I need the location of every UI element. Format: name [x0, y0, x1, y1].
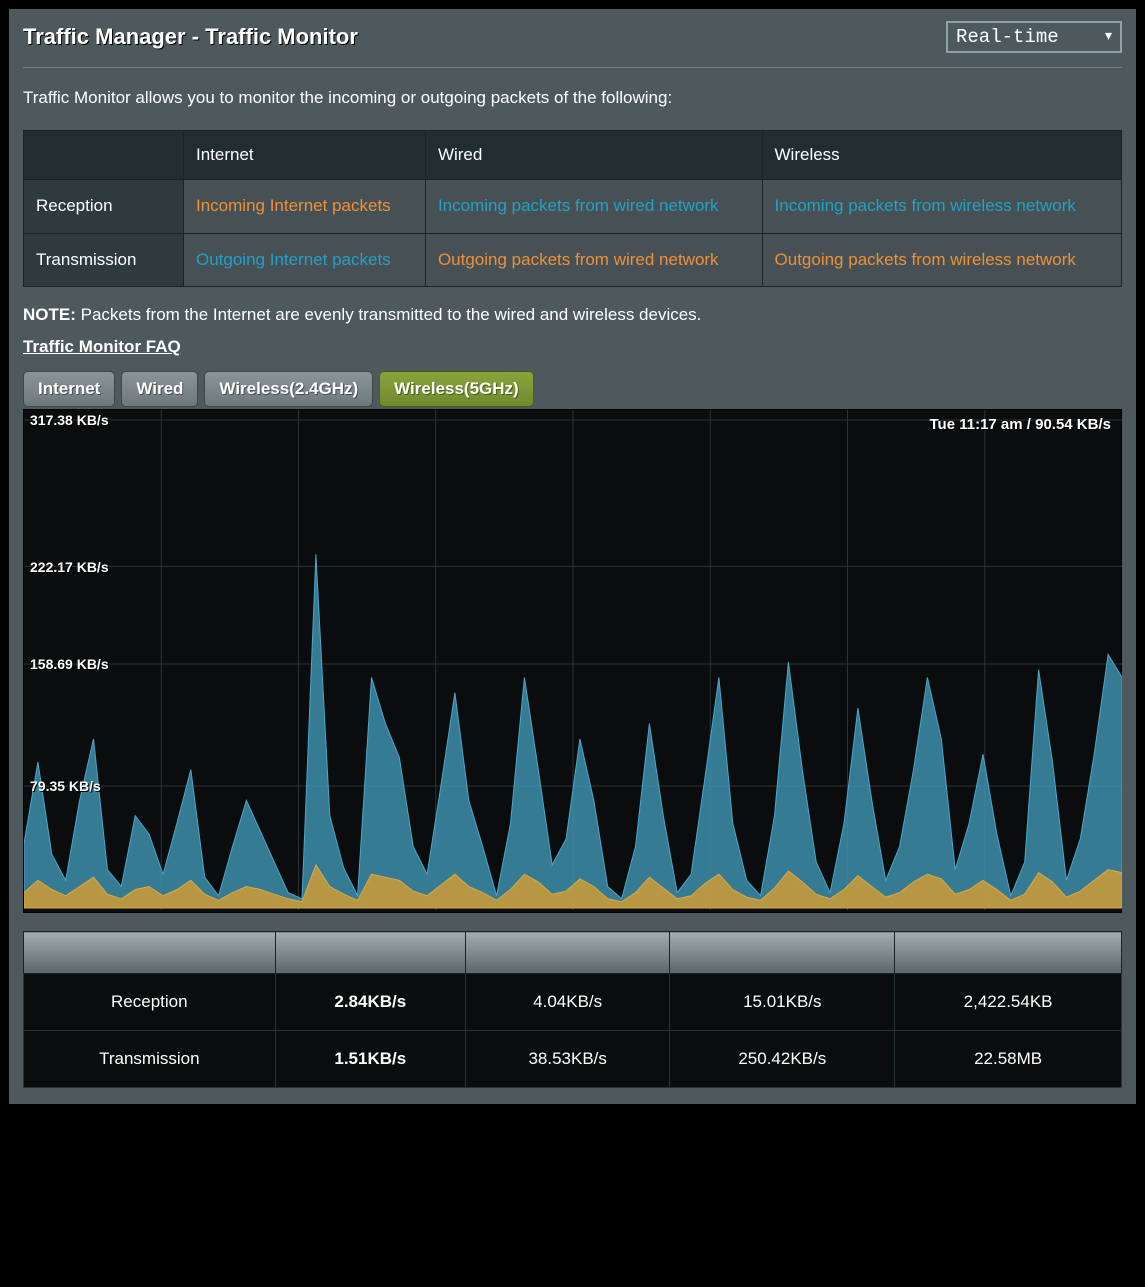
info-cell-link[interactable]: Outgoing packets from wireless network — [775, 250, 1076, 269]
stats-cell: 38.53KB/s — [465, 1031, 670, 1088]
note: NOTE: Packets from the Internet are even… — [23, 305, 1122, 325]
info-row-label: Reception — [24, 180, 184, 234]
info-th-wireless: Wireless — [762, 131, 1121, 180]
tab-wireless-5ghz-[interactable]: Wireless(5GHz) — [379, 371, 534, 407]
traffic-chart — [24, 410, 1122, 910]
info-cell: Outgoing packets from wireless network — [762, 233, 1121, 287]
chart-box: Tue 11:17 am / 90.54 KB/s 317.38 KB/s 222… — [23, 409, 1122, 913]
stats-tbody: Reception2.84KB/s4.04KB/s15.01KB/s2,422.… — [24, 974, 1122, 1088]
traffic-monitor-panel: Traffic Manager - Traffic Monitor Real-t… — [8, 8, 1137, 1105]
info-row-label: Transmission — [24, 233, 184, 287]
stats-row: Reception2.84KB/s4.04KB/s15.01KB/s2,422.… — [24, 974, 1122, 1031]
stats-th — [275, 932, 465, 974]
info-cell: Outgoing packets from wired network — [425, 233, 762, 287]
stats-cell: 4.04KB/s — [465, 974, 670, 1031]
info-cell-link[interactable]: Outgoing packets from wired network — [438, 250, 719, 269]
tab-wireless-2-4ghz-[interactable]: Wireless(2.4GHz) — [204, 371, 373, 407]
stats-table: Reception2.84KB/s4.04KB/s15.01KB/s2,422.… — [23, 931, 1122, 1088]
stats-cell: 2.84KB/s — [275, 974, 465, 1031]
chart-ylabel: 79.35 KB/s — [30, 778, 101, 794]
stats-cell: 1.51KB/s — [275, 1031, 465, 1088]
faq-link[interactable]: Traffic Monitor FAQ — [23, 337, 181, 357]
info-cell-link[interactable]: Incoming packets from wired network — [438, 196, 719, 215]
stats-cell: 15.01KB/s — [670, 974, 895, 1031]
stats-th — [465, 932, 670, 974]
stats-row-label: Reception — [24, 974, 276, 1031]
tab-wired[interactable]: Wired — [121, 371, 198, 407]
stats-header-row — [24, 932, 1122, 974]
info-th-blank — [24, 131, 184, 180]
stats-th — [670, 932, 895, 974]
note-label: NOTE: — [23, 305, 76, 324]
info-tbody: Reception Incoming Internet packets Incomi… — [24, 180, 1122, 287]
info-cell-link[interactable]: Incoming packets from wireless network — [775, 196, 1076, 215]
page-title: Traffic Manager - Traffic Monitor — [23, 24, 358, 50]
header-row: Traffic Manager - Traffic Monitor Real-t… — [23, 21, 1122, 68]
info-cell-link[interactable]: Outgoing Internet packets — [196, 250, 391, 269]
info-cell: Incoming Internet packets — [184, 180, 426, 234]
chart-ylabel: 317.38 KB/s — [30, 412, 109, 428]
intro-text: Traffic Monitor allows you to monitor th… — [23, 88, 1122, 108]
stats-cell: 250.42KB/s — [670, 1031, 895, 1088]
chart-ylabel: 158.69 KB/s — [30, 656, 109, 672]
info-cell: Incoming packets from wired network — [425, 180, 762, 234]
info-th-internet: Internet — [184, 131, 426, 180]
info-table: Internet Wired Wireless Reception Incomin… — [23, 130, 1122, 287]
mode-select[interactable]: Real-time — [946, 21, 1122, 53]
stats-cell: 22.58MB — [895, 1031, 1122, 1088]
note-text: Packets from the Internet are evenly tra… — [76, 305, 702, 324]
info-cell-link[interactable]: Incoming Internet packets — [196, 196, 391, 215]
mode-select-wrap: Real-time — [946, 21, 1122, 53]
stats-row: Transmission1.51KB/s38.53KB/s250.42KB/s2… — [24, 1031, 1122, 1088]
stats-cell: 2,422.54KB — [895, 974, 1122, 1031]
chart-ylabel: 222.17 KB/s — [30, 559, 109, 575]
tab-internet[interactable]: Internet — [23, 371, 115, 407]
info-th-wired: Wired — [425, 131, 762, 180]
stats-row-label: Transmission — [24, 1031, 276, 1088]
info-cell: Incoming packets from wireless network — [762, 180, 1121, 234]
stats-th — [895, 932, 1122, 974]
stats-th — [24, 932, 276, 974]
info-cell: Outgoing Internet packets — [184, 233, 426, 287]
tabs: InternetWiredWireless(2.4GHz)Wireless(5G… — [23, 371, 1122, 407]
chart-status: Tue 11:17 am / 90.54 KB/s — [930, 416, 1112, 433]
